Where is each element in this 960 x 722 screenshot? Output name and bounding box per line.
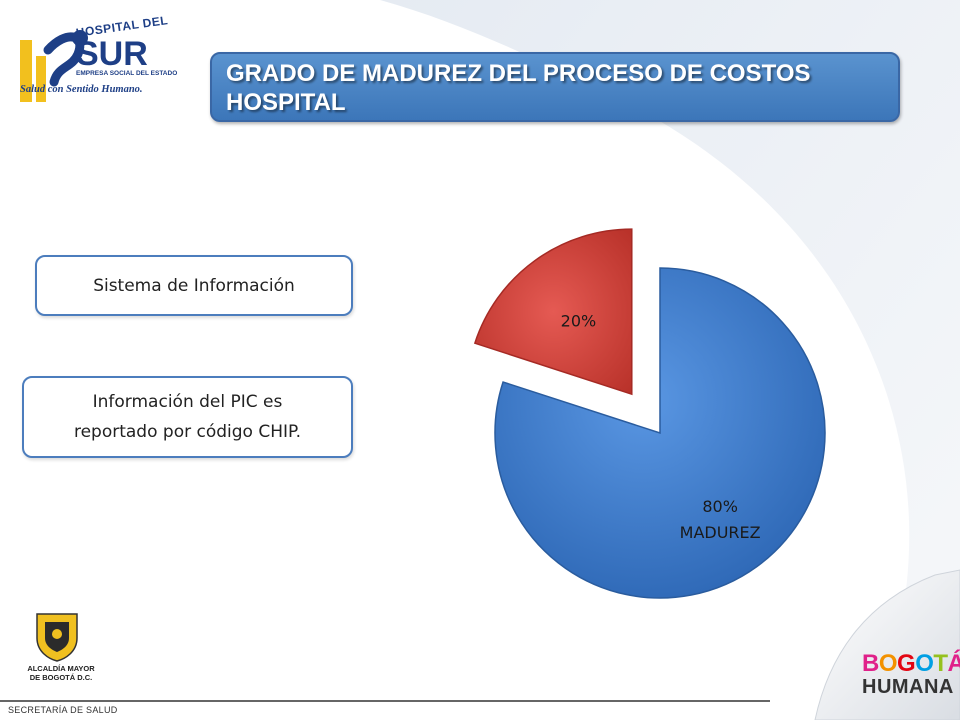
pie-value-label-1: 80% bbox=[702, 497, 738, 516]
hospital-name-main: SUR bbox=[76, 35, 148, 73]
slide-title-line2: HOSPITAL bbox=[226, 89, 346, 116]
pie-value-label-2: 20% bbox=[561, 312, 597, 331]
info-box-pic-line1: Información del PIC es bbox=[92, 392, 283, 412]
info-box-system: Sistema de Información bbox=[35, 255, 353, 316]
alcaldia-label: ALCALDÍA MAYOR DE BOGOTÁ D.C. bbox=[18, 664, 104, 682]
pie-chart: 80% MADUREZ 20% bbox=[473, 228, 826, 599]
hospital-emblem-icon bbox=[20, 30, 88, 102]
alcaldia-line2: DE BOGOTÁ D.C. bbox=[29, 673, 93, 682]
slide-title-banner: GRADO DE MADUREZ DEL PROCESO DE COSTOS H… bbox=[210, 52, 900, 122]
hospital-name-sub: EMPRESA SOCIAL DEL ESTADO bbox=[76, 70, 178, 77]
pie-slice-madurez bbox=[494, 267, 826, 599]
pie-slice-other bbox=[473, 228, 633, 396]
secretaria-label: SECRETARÍA DE SALUD bbox=[8, 705, 118, 715]
pie-category-label-1: MADUREZ bbox=[680, 523, 761, 542]
footer-bar bbox=[0, 700, 770, 722]
hospital-slogan: Salud con Sentido Humano. bbox=[20, 84, 143, 95]
info-box-pic: Información del PIC es reportado por cód… bbox=[22, 376, 353, 458]
hospital-name: HOSPITAL DEL SUR EMPRESA SOCIAL DEL ESTA… bbox=[75, 13, 178, 77]
alcaldia-line1: ALCALDÍA MAYOR bbox=[27, 664, 95, 673]
slide-title-line1: GRADO DE MADUREZ DEL PROCESO DE COSTOS bbox=[226, 60, 811, 87]
alcaldia-seal-icon bbox=[36, 613, 78, 662]
bogota-humana-logo: BOGOTÁ HUMANA bbox=[862, 650, 960, 714]
bogota-logo-line2: HUMANA bbox=[862, 676, 954, 698]
bogota-logo-line1: BOGOTÁ bbox=[862, 650, 960, 677]
info-box-system-text: Sistema de Información bbox=[93, 275, 295, 296]
info-box-pic-line2: reportado por código CHIP. bbox=[73, 422, 302, 442]
